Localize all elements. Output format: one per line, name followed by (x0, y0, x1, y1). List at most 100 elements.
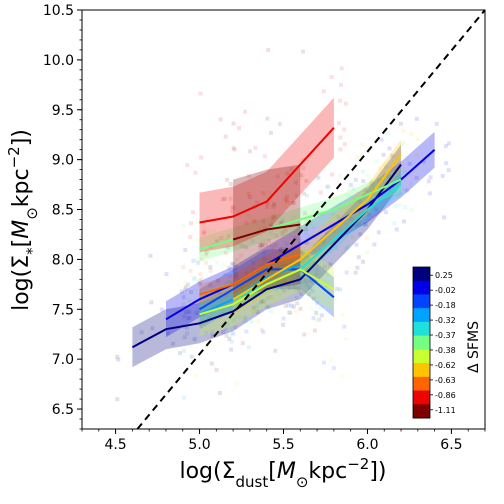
scatter-point (337, 121, 341, 126)
scatter-point (427, 191, 432, 196)
scatter-point (191, 210, 195, 215)
scatter-point (376, 178, 381, 182)
scatter-point (273, 243, 278, 248)
scatter-point (202, 306, 207, 311)
scatter-point (234, 315, 239, 320)
scatter-point (236, 303, 241, 307)
scatter-point (304, 227, 309, 232)
scatter-point (302, 258, 307, 263)
scatter-point (329, 358, 333, 363)
scatter-point (219, 236, 224, 241)
scatter-point (314, 176, 319, 181)
scatter-point (230, 205, 235, 210)
scatter-point (299, 280, 304, 285)
scatter-point (382, 205, 387, 210)
scatter-point (294, 288, 299, 292)
scatter-point (196, 311, 201, 316)
scatter-point (197, 300, 202, 305)
scatter-point (337, 202, 342, 207)
scatter-point (261, 299, 266, 304)
scatter-point (262, 272, 266, 277)
scatter-point (334, 245, 339, 250)
scatter-point (254, 305, 259, 310)
scatter-point (182, 349, 186, 353)
colorbar-label: 0.25 (435, 271, 453, 280)
scatter-point (361, 259, 366, 264)
scatter-point (229, 261, 234, 266)
scatter-point (281, 247, 286, 252)
scatter-point (286, 284, 291, 289)
scatter-point (414, 175, 419, 180)
scatter-point (313, 257, 318, 262)
scatter-point (321, 89, 326, 94)
series-line-9 (199, 127, 335, 224)
scatter-point (348, 182, 353, 187)
scatter-point (265, 296, 270, 301)
scatter-point (282, 277, 287, 282)
scatter-point (302, 249, 306, 254)
axis-title-part: −2 (5, 146, 23, 168)
scatter-point (288, 310, 293, 315)
scatter-point (295, 301, 300, 306)
scatter-point (281, 228, 286, 232)
one-to-one-line (136, 10, 485, 429)
scatter-point (214, 237, 219, 242)
scatter-point (236, 302, 241, 307)
scatter-point (285, 194, 289, 198)
scatter-point (315, 245, 320, 249)
series-band-7 (233, 139, 401, 315)
scatter-point (409, 207, 414, 212)
scatter-point (234, 265, 238, 270)
scatter-point (185, 163, 190, 168)
scatter-point (296, 275, 301, 280)
scatter-point (308, 220, 313, 225)
colorbar-label: -0.32 (435, 316, 456, 325)
scatter-point (414, 116, 419, 121)
scatter-point (402, 169, 407, 174)
scatter-point (165, 331, 170, 336)
scatter-point (181, 223, 186, 228)
scatter-point (303, 254, 308, 259)
scatter-point (283, 228, 288, 233)
colorbar: 0.25 -0.02 -0.18 -0.32 -0.37 -0.38 -0.62 -0.63 -… (412, 266, 456, 419)
scatter-point (227, 266, 232, 270)
scatter-point (434, 121, 439, 126)
scatter-point (330, 172, 335, 177)
scatter-point (198, 91, 203, 96)
scatter-point (283, 304, 288, 308)
scatter-point (194, 373, 199, 378)
scatter-point (319, 236, 324, 241)
scatter-point (339, 82, 343, 87)
scatter-point (365, 235, 369, 240)
scatter-point (253, 293, 257, 297)
scatter-point (188, 235, 193, 240)
scatter-point (226, 234, 231, 239)
x-axis-ticks: 4.5 5.0 5.5 6.0 6.5 (81, 429, 486, 453)
scatter-point (181, 302, 186, 307)
scatter-point (246, 191, 251, 196)
scatter-point (446, 141, 451, 146)
scatter-point (279, 285, 284, 290)
series-line-2 (198, 268, 335, 311)
scatter-point (260, 242, 264, 247)
scatter-point (277, 292, 282, 297)
x-tick-label: 5.0 (188, 437, 210, 453)
scatter-point (297, 274, 302, 279)
scatter-point (402, 187, 407, 192)
axis-title-part: ]) (9, 129, 34, 146)
scatter-point (266, 306, 271, 310)
scatter-point (201, 231, 206, 236)
scatter-point (244, 212, 249, 217)
scatter-point (347, 193, 352, 198)
scatter-point (197, 279, 202, 284)
scatter-point (262, 154, 267, 159)
scatter-point (326, 185, 331, 189)
scatter-point (237, 315, 242, 320)
scatter-point (233, 325, 238, 330)
scatter-point (347, 187, 351, 192)
axis-title-part: [ (9, 239, 34, 248)
scatter-point (259, 262, 264, 267)
scatter-point (342, 324, 347, 329)
scatter-point (395, 193, 400, 197)
scatter-point (264, 304, 269, 309)
